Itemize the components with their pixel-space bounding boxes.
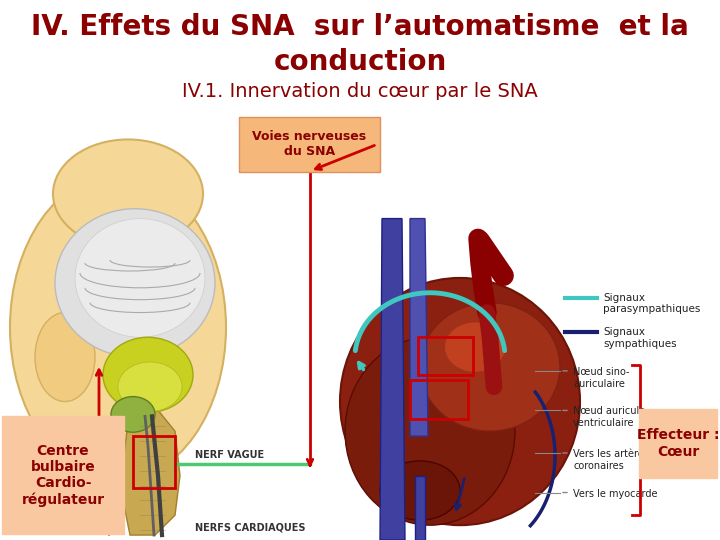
Ellipse shape [55, 208, 215, 357]
Polygon shape [410, 219, 428, 436]
FancyBboxPatch shape [639, 409, 717, 478]
Bar [418, 338, 473, 375]
Text: NERF VAGUE: NERF VAGUE [195, 450, 264, 460]
Text: Signaux
sympathiques: Signaux sympathiques [603, 327, 677, 349]
Polygon shape [415, 476, 425, 540]
Text: Vers le myocarde: Vers le myocarde [573, 489, 657, 498]
Ellipse shape [103, 338, 193, 413]
Text: Nœud sino-
auriculaire: Nœud sino- auriculaire [573, 367, 629, 388]
Text: Signaux
parasympathiques: Signaux parasympathiques [603, 293, 701, 314]
Ellipse shape [380, 461, 460, 520]
Text: conduction: conduction [274, 48, 446, 76]
Ellipse shape [35, 313, 95, 402]
Ellipse shape [445, 322, 505, 372]
Ellipse shape [420, 302, 560, 431]
Bar [410, 380, 468, 420]
Ellipse shape [111, 396, 155, 432]
Text: IV. Effets du SNA  sur l’automatisme  et la: IV. Effets du SNA sur l’automatisme et l… [31, 13, 689, 41]
Bar [133, 436, 175, 488]
Polygon shape [120, 407, 180, 535]
Text: Centre
bulbaire
Cardio-
régulateur: Centre bulbaire Cardio- régulateur [22, 444, 104, 507]
Text: Tronc cérébral: Tronc cérébral [28, 448, 98, 458]
FancyBboxPatch shape [239, 117, 380, 172]
Ellipse shape [118, 362, 182, 411]
Ellipse shape [75, 219, 205, 338]
Text: Effecteur :
Cœur: Effecteur : Cœur [636, 428, 719, 458]
Text: Vers les artères
coronaires: Vers les artères coronaires [573, 449, 649, 471]
Ellipse shape [340, 278, 580, 525]
Text: Voies nerveuses
du SNA: Voies nerveuses du SNA [253, 130, 366, 158]
Text: NERFS CARDIAQUES: NERFS CARDIAQUES [195, 522, 305, 532]
Ellipse shape [53, 139, 203, 248]
Text: IV.1. Innervation du cœur par le SNA: IV.1. Innervation du cœur par le SNA [182, 83, 538, 102]
Ellipse shape [345, 338, 515, 525]
Text: Nœud auriculo-
ventriculaire: Nœud auriculo- ventriculaire [573, 407, 649, 428]
Polygon shape [380, 219, 405, 540]
Text: Hypothalamus: Hypothalamus [32, 421, 103, 431]
Ellipse shape [10, 174, 226, 481]
FancyArrowPatch shape [480, 241, 503, 275]
FancyBboxPatch shape [2, 416, 124, 534]
